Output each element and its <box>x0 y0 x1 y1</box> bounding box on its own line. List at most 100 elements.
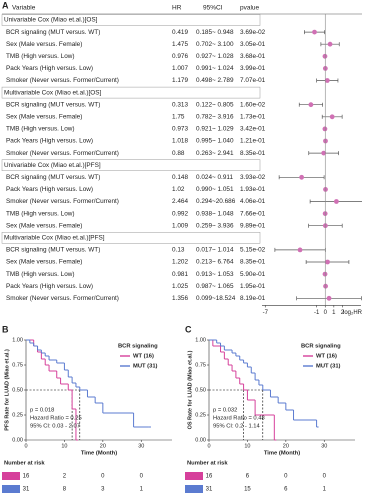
y-tick-label: 0.50 <box>12 387 23 393</box>
hr: 0.981 <box>172 271 188 278</box>
x-axis-label: log₂HR <box>343 310 363 316</box>
x-tick-label: 20 <box>100 443 106 449</box>
ci: 0.213~ 6.764 <box>196 259 234 266</box>
hr-point <box>327 41 333 47</box>
pvalue: 5.15e-02 <box>240 247 266 254</box>
risk-count: 31 <box>23 487 30 493</box>
variable: BCR signaling (MUT versus. WT) <box>6 101 100 108</box>
legend-title: BCR signaling <box>301 344 341 350</box>
hr-point <box>329 114 335 120</box>
ci: 0.995~ 1.040 <box>196 138 234 145</box>
hr: 0.13 <box>172 247 185 254</box>
section-title: Univariable Cox (Miao et.al.)[OS] <box>4 17 98 24</box>
hr-point <box>326 295 332 301</box>
x-axis-label: Time (Month) <box>264 451 300 457</box>
column-header: 95%CI <box>203 5 223 12</box>
annotation: Hazard Ratio = 0.25 <box>30 416 82 422</box>
risk-count: 0 <box>284 474 288 480</box>
hr: 1.75 <box>172 113 185 120</box>
ci: 0.990~ 1.051 <box>196 186 234 193</box>
hr-point <box>321 150 327 156</box>
risk-swatch <box>2 485 20 493</box>
x-tick-label: -7 <box>263 310 269 316</box>
section-box <box>1 14 261 26</box>
x-axis-label: Time (Month) <box>81 451 117 457</box>
hr-point <box>308 102 314 108</box>
hr: 1.009 <box>172 222 188 229</box>
variable: BCR signaling (MUT versus. WT) <box>6 247 100 254</box>
y-axis-label: PFS Rate for LUAD (Miao et.al.) <box>4 349 10 431</box>
ci: 0.913~ 1.053 <box>196 271 234 278</box>
legend-label: MUT (31) <box>133 364 158 370</box>
y-tick-label: 1.00 <box>12 337 23 343</box>
ci: 0.017~ 1.014 <box>196 247 234 254</box>
pvalue: 3.42e-01 <box>240 126 266 133</box>
pvalue: 3.99e-01 <box>240 65 266 72</box>
risk-count: 3 <box>101 487 105 493</box>
ci: 0.921~ 1.029 <box>196 126 234 133</box>
pvalue: 8.35e-01 <box>240 150 266 157</box>
pvalue: 8.19e-01 <box>240 295 266 302</box>
risk-swatch <box>185 472 203 480</box>
risk-count: 15 <box>244 487 251 493</box>
risk-count: 1 <box>140 487 144 493</box>
panel-label: A <box>2 0 9 10</box>
variable: TMB (High versus. Low) <box>6 210 75 217</box>
legend-label: WT (16) <box>316 354 337 360</box>
section-box <box>1 159 261 171</box>
variable: BCR signaling (MUT versus. WT) <box>6 29 100 36</box>
variable: Smoker (Never versus. Former/Current) <box>6 77 119 84</box>
annotation: 95% CI: 0.2 - 1.14 <box>213 424 260 430</box>
y-tick-label: 0.75 <box>12 362 23 368</box>
pvalue: 1.73e-01 <box>240 113 266 120</box>
risk-count: 8 <box>63 487 67 493</box>
hr: 0.88 <box>172 150 185 157</box>
risk-swatch <box>185 485 203 493</box>
variable: Sex (Male versus. Female) <box>6 113 82 120</box>
variable: Pack Years (High versus. Low) <box>6 138 93 145</box>
y-tick-label: 0.25 <box>195 412 206 418</box>
panel-label: B <box>2 324 9 334</box>
y-axis-label: OS Rate for LUAD (Miao et.al.) <box>187 350 193 429</box>
hr: 1.02 <box>172 186 185 193</box>
hr: 0.419 <box>172 29 188 36</box>
hr: 0.992 <box>172 210 188 217</box>
variable: TMB (High versus. Low) <box>6 271 75 278</box>
variable: TMB (High versus. Low) <box>6 126 75 133</box>
y-tick-label: 0.25 <box>12 412 23 418</box>
section-title: Univariable Cox (Miao et.al.)[PFS] <box>4 162 101 169</box>
x-tick-label: 2 <box>341 310 345 316</box>
x-tick-label: -1 <box>314 310 320 316</box>
hr-point <box>323 283 328 289</box>
hr: 0.976 <box>172 53 188 60</box>
hr: 1.356 <box>172 295 188 302</box>
ci: 0.099~18.524 <box>196 295 236 302</box>
x-tick-label: 30 <box>138 443 144 449</box>
risk-swatch <box>2 472 20 480</box>
x-tick-label: 20 <box>283 443 289 449</box>
hr: 2.464 <box>172 198 188 205</box>
x-tick-label: 0 <box>24 443 27 449</box>
hr: 0.973 <box>172 126 188 133</box>
x-tick-label: 1 <box>332 310 336 316</box>
ci: 0.987~ 1.065 <box>196 283 234 290</box>
risk-count: 6 <box>284 487 288 493</box>
hr: 1.018 <box>172 138 188 145</box>
risk-count: 16 <box>206 474 213 480</box>
hr-point <box>324 78 330 83</box>
section-box <box>1 232 261 244</box>
legend-title: BCR signaling <box>118 344 158 350</box>
risk-title: Number at risk <box>187 461 228 467</box>
ci: 0.259~ 3.936 <box>196 222 234 229</box>
column-header: pvalue <box>240 5 260 12</box>
ci: 0.702~ 3.100 <box>196 41 234 48</box>
variable: Smoker (Never versus. Former/Current) <box>6 150 119 157</box>
pvalue: 4.06e-01 <box>240 198 266 205</box>
panel-label: C <box>185 324 192 334</box>
legend-label: MUT (31) <box>316 364 341 370</box>
ci: 0.927~ 1.028 <box>196 53 234 60</box>
section-box <box>1 86 261 99</box>
pvalue: 3.05e-01 <box>240 41 266 48</box>
pvalue: 8.35e-01 <box>240 259 266 266</box>
